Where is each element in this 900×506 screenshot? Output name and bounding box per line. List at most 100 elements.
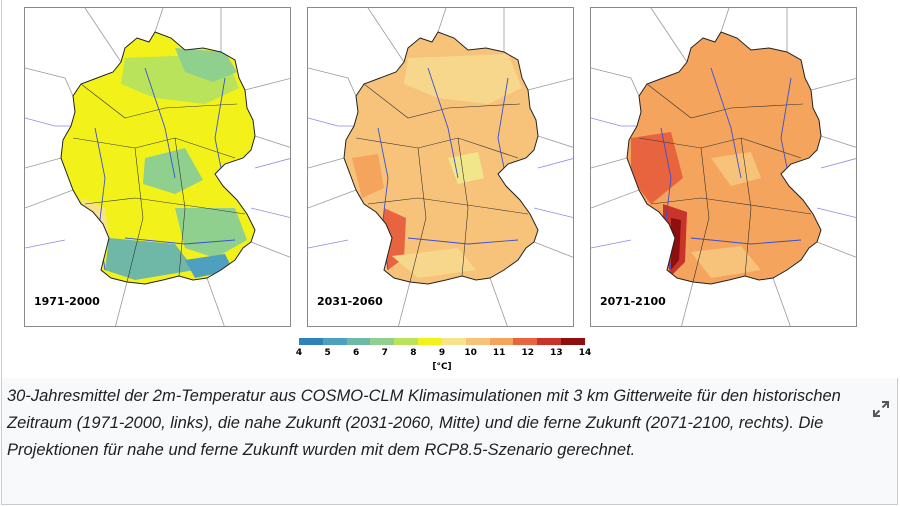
temperature-region [671,218,681,270]
country-border [244,78,290,91]
colorbar-swatch [561,338,585,345]
state-border [646,83,804,119]
map-panel-2071-2100: 2071-2100 [590,7,857,327]
state-border [650,197,812,215]
colorbar-tick-label: 5 [324,348,331,358]
state-border [363,83,521,119]
colorbar-tick-label: 8 [410,348,417,358]
river [250,207,290,218]
river [25,117,71,127]
river [124,237,236,245]
country-border [772,277,791,326]
colorbar-swatch [489,338,514,345]
colorbar-swatch [346,338,371,345]
temperature-region [352,154,384,198]
river [497,77,509,179]
country-border [533,241,573,258]
temperature-region [105,238,195,280]
country-border [367,8,405,63]
germany-outline [626,31,822,285]
colorbar-tick-label: 14 [578,348,592,358]
colorbar-swatch [370,338,395,345]
country-border [308,189,357,209]
state-border [367,197,529,215]
state-border [409,147,427,283]
germany-outline [343,31,539,285]
country-border [537,135,573,148]
state-border [126,147,144,283]
colorbar-unit: [°C] [432,362,452,372]
state-border [174,137,186,277]
country-border [84,8,122,63]
period-label: 1971-2000 [33,295,101,308]
country-border [437,8,447,33]
river [25,239,66,249]
country-border [681,281,694,326]
temperature-region [175,48,237,82]
country-border [25,189,74,209]
country-border [398,281,411,326]
country-border [115,281,128,326]
colorbar-swatch [418,338,442,345]
country-border [650,8,688,63]
state-border [740,137,752,277]
country-border [489,277,508,326]
country-border [250,241,290,258]
state-border [638,137,802,159]
colorbar-tick-label: 7 [381,348,388,358]
germany-map [308,8,573,326]
colorbar-tick-label: 10 [464,348,477,358]
map-panel-2031-2060: 2031-2060 [307,7,574,327]
colorbar-swatch [322,338,347,345]
state-border [355,137,519,159]
river [690,237,802,245]
river [144,67,176,179]
temperature-region [448,152,484,184]
colorbar-swatch [537,338,562,345]
temperature-region [175,208,247,258]
river [427,67,459,179]
country-border [308,157,345,169]
river [308,239,349,249]
colorbar-tick-label: 12 [521,348,535,358]
expand-arrows-icon [873,401,889,417]
state-border [72,137,236,159]
colorbar-ticks: 4 5 6 7 8 9 10 11 12 13 14 [295,348,591,360]
river [820,158,856,169]
country-border [810,78,856,91]
country-border [591,67,640,97]
colorbar-swatch [299,338,323,345]
country-border [25,157,62,169]
temperature-region [143,148,203,194]
river [533,207,573,218]
temperature-region [404,54,522,104]
period-label: 2031-2060 [316,295,384,308]
country-border [720,8,730,33]
state-border [457,137,469,277]
map-panel-1971-2000: 1971-2000 [24,7,291,327]
temperature-region [711,152,761,186]
temperature-region [691,246,761,278]
country-border [154,8,164,33]
expand-button[interactable] [866,394,896,424]
colorbar-swatch [513,338,538,345]
country-border [527,78,573,91]
river [407,237,519,245]
country-border [254,135,290,148]
country-border [206,277,225,326]
country-border [820,135,856,148]
river [591,239,632,249]
colorbar-swatch [394,338,419,345]
colorbar-tick-label: 11 [492,348,506,358]
colorbar-tick-label: 4 [295,348,303,358]
country-border [591,157,628,169]
country-border [816,241,856,258]
colorbar-tick-label: 13 [550,348,563,358]
river [214,77,226,179]
river [710,67,742,179]
figure-image[interactable]: 1971-2000 2031-2060 2071-2100 4 5 6 7 8 9 10 11… [2,0,898,378]
state-border [692,147,710,283]
river [308,117,354,127]
colorbar-swatch [441,338,466,345]
country-border [591,189,640,209]
